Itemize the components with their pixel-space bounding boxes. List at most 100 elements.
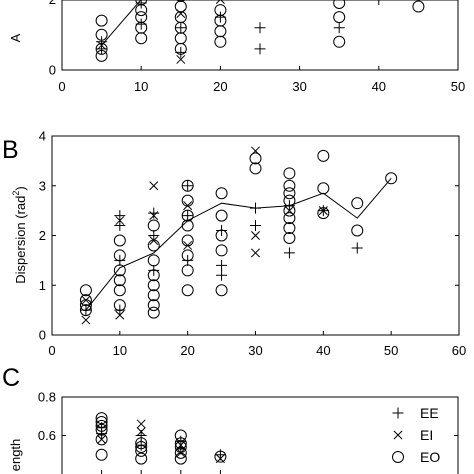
panel-b-point-eo	[351, 197, 364, 210]
panel-b-point-eo	[113, 274, 126, 287]
panel-c-legend-label-ee: EE	[420, 405, 439, 421]
panel-b-point-eo	[181, 284, 194, 297]
panel-b-xtick-label: 40	[316, 343, 330, 358]
panel-b-ytick-label: 2	[39, 228, 46, 243]
panel-c-point-eo	[214, 450, 227, 463]
panel-b-point-eo	[215, 284, 228, 297]
panel-b-xtick-label: 50	[384, 343, 398, 358]
panel-b-point-ee	[114, 254, 126, 266]
panel-b-point-ee	[148, 207, 160, 219]
panel-b-point-eo	[215, 229, 228, 242]
panel-c-point-eo	[174, 429, 187, 442]
panel-b-point-ei	[149, 181, 159, 191]
panel-c-legend-label-ei: EI	[420, 427, 433, 443]
panel-b-point-ee	[283, 200, 295, 212]
panel-b-point-eo	[317, 182, 330, 195]
panel-b-point-eo	[147, 289, 160, 302]
panel-a-point-eo	[333, 11, 346, 24]
panel-b-ytick-label: 3	[39, 178, 46, 193]
panel-b-point-ee	[250, 220, 261, 232]
panel-a-point-eo	[95, 28, 108, 41]
panel-b-ytick-label: 0	[39, 328, 46, 343]
panel-b-xtick-label: 0	[48, 343, 55, 358]
panel-c-point-eo	[95, 416, 108, 429]
panel-b-point-eo	[181, 264, 194, 277]
panel-a-point-eo	[412, 0, 425, 13]
panel-b-point-eo	[283, 231, 296, 244]
panel-c-point-eo	[135, 444, 148, 457]
panel-b-ytick-label: 1	[39, 278, 46, 293]
panel-c: C 0.6 0.8 ength EE EI EO	[2, 364, 459, 474]
panel-a-point-eo	[333, 0, 346, 10]
panel-b-point-ei	[183, 240, 193, 250]
panel-c-point-eo	[174, 452, 187, 465]
panel-b-point-eo	[283, 167, 296, 180]
panel-a-point-eo	[174, 32, 187, 45]
panel-b-point-eo	[283, 222, 296, 235]
panel-b-point-ee	[182, 254, 194, 266]
panel-a-point-ee	[175, 22, 187, 34]
panel-b-point-eo	[113, 249, 126, 262]
panel-b-point-ee	[114, 210, 126, 222]
panel-a-xtick-label: 0	[58, 79, 65, 94]
panel-c-point-eo	[135, 441, 148, 454]
panel-c-legend-label-eo: EO	[420, 449, 440, 465]
panel-b-point-ei	[115, 216, 125, 226]
panel-a-point-ee	[333, 22, 345, 34]
panel-b-point-eo	[181, 209, 194, 222]
panel-b-point-eo	[283, 187, 296, 200]
panel-b-point-eo	[181, 179, 194, 192]
panel-b-point-eo	[147, 219, 160, 232]
panel-b-point-eo	[317, 149, 330, 162]
panel-b-point-eo	[181, 194, 194, 207]
panel-a-point-eo	[333, 35, 346, 48]
panel-b-point-ei	[183, 201, 193, 211]
panel-c-ytick-label: 0.8	[38, 390, 56, 405]
panel-b-point-eo	[113, 264, 126, 277]
panel-a-point-ei	[176, 54, 186, 64]
panel-c-axes-frame	[61, 396, 459, 474]
panel-b-point-eo	[113, 234, 126, 247]
panel-b-mean-line	[85, 177, 392, 311]
panel-b-point-ee	[216, 269, 228, 281]
panel-b-point-eo	[79, 284, 92, 297]
panel-b-point-eo	[215, 209, 228, 222]
panel-a-point-eo	[95, 14, 108, 27]
panel-a-point-eo	[176, 0, 186, 2]
panel-b-point-ei	[251, 248, 260, 258]
panel-b-point-ee	[114, 304, 126, 316]
panel-c-ytick-label: 0.6	[38, 428, 56, 443]
panel-c-letter: C	[2, 364, 20, 392]
panel-b-point-eo	[79, 294, 92, 307]
panel-b-xtick-label: 20	[180, 343, 194, 358]
panel-b-point-ei	[115, 310, 125, 320]
panel-c-point-eo	[135, 452, 148, 465]
panel-b-point-eo	[181, 234, 194, 247]
panel-b-point-eo	[181, 249, 194, 262]
panel-b-point-ei	[149, 211, 159, 221]
panel-c-legend-marker-ei	[393, 430, 403, 440]
panel-c-ylabel: ength	[8, 439, 23, 472]
panel-a-xtick-label: 50	[451, 79, 465, 94]
panel-b-point-ei	[81, 295, 91, 305]
panel-a-point-ei	[97, 40, 107, 50]
panel-b-point-eo	[215, 187, 228, 200]
panel-b-point-eo	[283, 204, 296, 217]
panel-c-point-ei	[136, 419, 146, 429]
panel-b-ylabel-text: Dispersion (rad	[13, 196, 28, 284]
panel-b-point-eo	[283, 194, 296, 207]
panel-c-ticks: 0.6 0.8	[38, 390, 458, 474]
panel-b-letter: B	[2, 136, 19, 164]
panel-c-legend-marker-eo	[392, 451, 404, 463]
panel-c-point-eo	[95, 433, 108, 446]
panel-b-ylabel: Dispersion (rad2)	[11, 186, 28, 284]
panel-b-point-ee	[216, 259, 228, 271]
panel-a-point-eo	[214, 4, 227, 17]
panel-a-ytick-label: 2	[49, 0, 56, 7]
panel-b-point-eo	[351, 224, 364, 237]
panel-b-ylabel-end: )	[13, 186, 28, 190]
panel-a-point-eo	[95, 42, 108, 55]
panel-b-point-ei	[81, 315, 91, 325]
